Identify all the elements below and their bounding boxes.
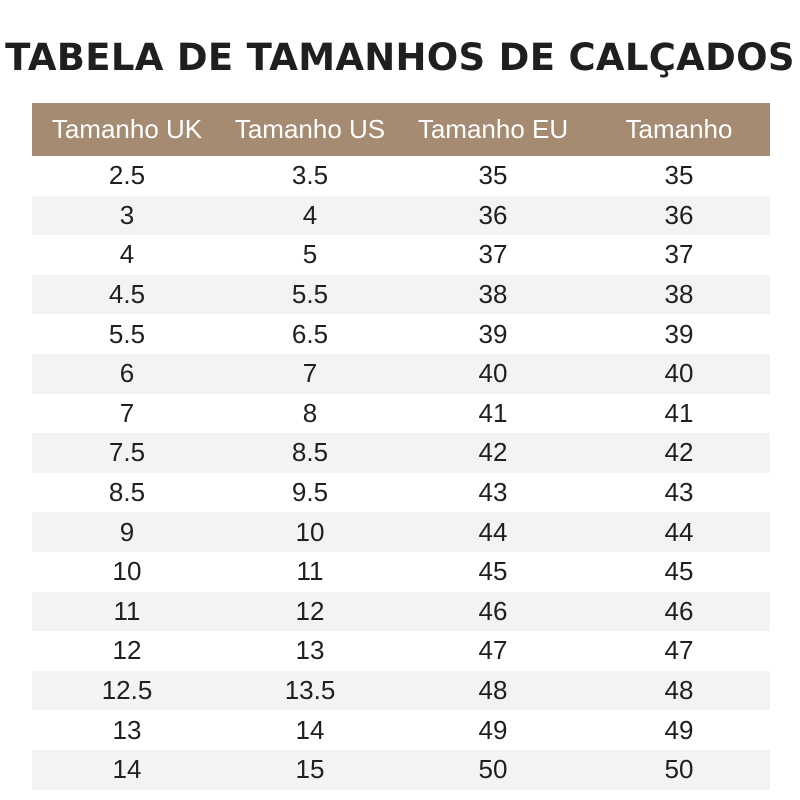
eu-size-cell: 35 xyxy=(478,160,508,191)
eu-size-cell: 48 xyxy=(398,670,588,711)
us-size-cell: 11 xyxy=(296,556,324,587)
size-cell: 48 xyxy=(588,670,770,711)
uk-size-cell: 11 xyxy=(32,591,222,632)
uk-size-cell: 14 xyxy=(32,749,222,790)
page-title: TABELA DE TAMANHOS DE CALÇADOS xyxy=(5,36,795,79)
header-uk-size: Tamanho UK xyxy=(32,103,222,156)
table-header-row: Tamanho UK Tamanho US Tamanho EU Tamanho xyxy=(32,103,770,156)
uk-size-cell: 12.5 xyxy=(32,670,222,711)
header-eu-size: Tamanho EU xyxy=(398,103,588,156)
eu-size-cell: 39 xyxy=(478,318,508,349)
size-cell: 46 xyxy=(588,591,770,632)
size-cell: 39 xyxy=(664,318,694,349)
eu-size-cell: 42 xyxy=(398,433,588,473)
size-cell: 43 xyxy=(664,477,694,508)
table-row: 12.5 13.5 48 48 xyxy=(32,670,770,711)
uk-size-cell: 2.5 xyxy=(108,160,146,191)
uk-size-cell: 4 xyxy=(119,239,135,270)
eu-size-cell: 37 xyxy=(478,239,508,270)
header-us-size: Tamanho US xyxy=(222,103,398,156)
us-size-cell: 3.5 xyxy=(291,160,329,191)
table-row: 10 11 45 45 xyxy=(32,552,770,592)
table-row: 7.5 8.5 42 42 xyxy=(32,433,770,473)
uk-size-cell: 9 xyxy=(32,512,222,552)
table-row: 13 14 49 49 xyxy=(32,710,770,750)
size-cell: 41 xyxy=(664,397,694,428)
header-size: Tamanho xyxy=(588,103,770,156)
uk-size-cell: 7 xyxy=(119,397,135,428)
uk-size-cell: 8.5 xyxy=(108,477,146,508)
us-size-cell: 5.5 xyxy=(222,274,398,315)
size-cell: 44 xyxy=(588,512,770,552)
table-row: 5.5 6.5 39 39 xyxy=(32,314,770,354)
table-row: 4.5 5.5 38 38 xyxy=(32,274,770,315)
uk-size-cell: 6 xyxy=(32,353,222,394)
size-cell: 50 xyxy=(588,749,770,790)
eu-size-cell: 41 xyxy=(478,397,508,428)
eu-size-cell: 47 xyxy=(478,635,508,666)
size-table: Tamanho UK Tamanho US Tamanho EU Tamanho… xyxy=(32,103,770,790)
uk-size-cell: 13 xyxy=(112,714,142,745)
us-size-cell: 6.5 xyxy=(291,318,329,349)
us-size-cell: 10 xyxy=(222,512,398,552)
us-size-cell: 4 xyxy=(222,195,398,236)
uk-size-cell: 5.5 xyxy=(108,318,146,349)
eu-size-cell: 49 xyxy=(478,714,508,745)
eu-size-cell: 44 xyxy=(398,512,588,552)
uk-size-cell: 10 xyxy=(112,556,142,587)
uk-size-cell: 7.5 xyxy=(32,433,222,473)
us-size-cell: 8.5 xyxy=(222,433,398,473)
eu-size-cell: 36 xyxy=(398,195,588,236)
table-body: 2.5 3.5 35 35 3 4 36 36 4 5 37 37 4.5 5.5 38 38 5.5 6.5 39… xyxy=(32,156,770,790)
us-size-cell: 7 xyxy=(222,353,398,394)
table-row: 14 15 50 50 xyxy=(32,749,770,790)
us-size-cell: 13 xyxy=(295,635,325,666)
eu-size-cell: 50 xyxy=(398,749,588,790)
size-cell: 40 xyxy=(588,353,770,394)
table-row: 12 13 47 47 xyxy=(32,631,770,671)
us-size-cell: 8 xyxy=(302,397,318,428)
size-cell: 38 xyxy=(588,274,770,315)
us-size-cell: 13.5 xyxy=(222,670,398,711)
table-row: 11 12 46 46 xyxy=(32,591,770,632)
size-cell: 37 xyxy=(664,239,694,270)
eu-size-cell: 45 xyxy=(478,556,508,587)
eu-size-cell: 46 xyxy=(398,591,588,632)
uk-size-cell: 4.5 xyxy=(32,274,222,315)
size-cell: 45 xyxy=(664,556,694,587)
us-size-cell: 14 xyxy=(295,714,325,745)
eu-size-cell: 40 xyxy=(398,353,588,394)
us-size-cell: 9.5 xyxy=(291,477,329,508)
size-cell: 35 xyxy=(664,160,694,191)
size-cell: 36 xyxy=(588,195,770,236)
table-row: 4 5 37 37 xyxy=(32,235,770,275)
uk-size-cell: 3 xyxy=(32,195,222,236)
us-size-cell: 5 xyxy=(302,239,318,270)
size-cell: 42 xyxy=(588,433,770,473)
table-row: 8.5 9.5 43 43 xyxy=(32,473,770,513)
size-cell: 49 xyxy=(664,714,694,745)
table-row: 9 10 44 44 xyxy=(32,512,770,552)
us-size-cell: 12 xyxy=(222,591,398,632)
table-row: 7 8 41 41 xyxy=(32,394,770,434)
table-row: 3 4 36 36 xyxy=(32,195,770,236)
table-row: 6 7 40 40 xyxy=(32,353,770,394)
us-size-cell: 15 xyxy=(222,749,398,790)
eu-size-cell: 43 xyxy=(478,477,508,508)
size-cell: 47 xyxy=(664,635,694,666)
eu-size-cell: 38 xyxy=(398,274,588,315)
uk-size-cell: 12 xyxy=(112,635,142,666)
table-row: 2.5 3.5 35 35 xyxy=(32,156,770,196)
